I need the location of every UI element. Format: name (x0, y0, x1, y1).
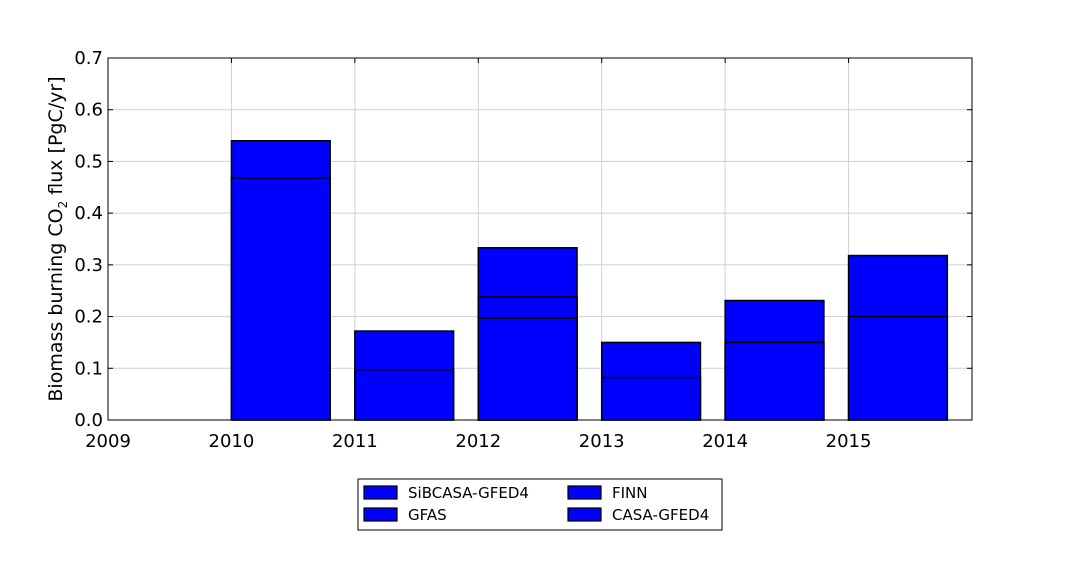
x-tick-label: 2010 (209, 431, 255, 452)
axis-ticks (107, 57, 972, 421)
x-tick-labels: 2009 2010 2011 2012 2013 2014 2015 (85, 431, 871, 452)
legend-entry-label: CASA-GFED4 (612, 506, 709, 524)
y-tick-label: 0.7 (74, 48, 103, 69)
y-tick-label: 0.4 (74, 203, 103, 224)
bar (477, 317, 578, 421)
bar (847, 315, 949, 421)
x-tick-label: 2012 (455, 431, 501, 452)
y-tick-label: 0.6 (74, 100, 103, 121)
y-axis-label-subscript: 2 (56, 201, 70, 209)
y-tick-label: 0.1 (74, 358, 103, 379)
legend-swatch (363, 485, 398, 500)
y-tick-label: 0.2 (74, 307, 103, 328)
y-tick-label: 0.5 (74, 151, 103, 172)
y-tick-labels: 0.0 0.1 0.2 0.3 0.4 0.5 0.6 0.7 (74, 48, 103, 431)
x-tick-label: 2015 (826, 431, 872, 452)
bar (600, 376, 702, 421)
plot-frame (107, 57, 973, 421)
legend-swatch (567, 507, 602, 522)
bar (230, 177, 331, 421)
x-tick-label: 2011 (332, 431, 378, 452)
legend-frame (357, 478, 723, 531)
y-tick-label: 0.0 (74, 410, 103, 431)
legend-entry-label: SiBCASA-GFED4 (408, 484, 529, 502)
legend-entry-label: GFAS (408, 506, 447, 524)
y-axis-label-main: Biomass burning CO (45, 208, 67, 401)
bars (230, 139, 949, 421)
y-tick-label: 0.3 (74, 255, 103, 276)
x-tick-label: 2013 (579, 431, 625, 452)
x-tick-label: 2009 (85, 431, 131, 452)
legend-entry-label: FINN (612, 484, 648, 502)
bar (724, 341, 825, 421)
legend-swatch (363, 507, 398, 522)
legend-swatch (567, 485, 602, 500)
y-axis-label: Biomass burning CO2 flux [PgC/yr] (45, 76, 70, 401)
legend: SiBCASA-GFED4 GFAS FINN CASA-GFED4 (357, 478, 723, 531)
y-axis-label-tail: flux [PgC/yr] (45, 76, 67, 200)
x-tick-label: 2014 (702, 431, 748, 452)
bar (354, 369, 455, 421)
